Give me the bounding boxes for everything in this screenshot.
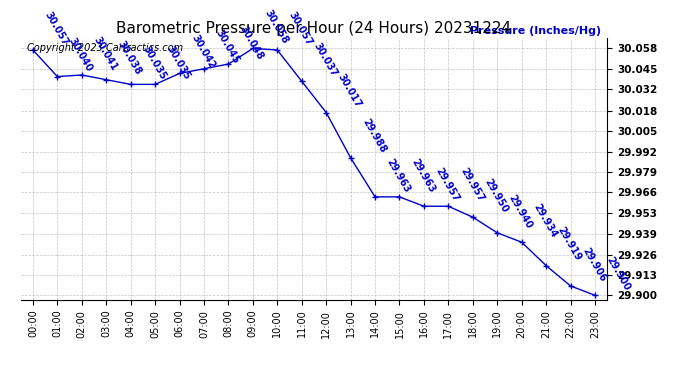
Text: 30.045: 30.045	[214, 28, 241, 66]
Text: 29.906: 29.906	[580, 246, 608, 283]
Text: 30.038: 30.038	[116, 39, 144, 77]
Title: Barometric Pressure per Hour (24 Hours) 20231224: Barometric Pressure per Hour (24 Hours) …	[117, 21, 511, 36]
Text: 30.035: 30.035	[165, 44, 193, 82]
Text: 29.919: 29.919	[556, 225, 583, 263]
Text: 30.041: 30.041	[92, 35, 119, 72]
Text: 29.940: 29.940	[507, 192, 534, 230]
Text: 30.042: 30.042	[189, 33, 217, 70]
Text: 29.963: 29.963	[385, 157, 412, 194]
Text: 29.957: 29.957	[433, 166, 461, 204]
Text: 30.057: 30.057	[43, 10, 70, 47]
Text: 29.988: 29.988	[360, 117, 388, 155]
Text: 29.963: 29.963	[409, 157, 437, 194]
Text: 30.017: 30.017	[336, 72, 364, 110]
Text: 30.040: 30.040	[67, 36, 95, 74]
Text: 30.035: 30.035	[140, 44, 168, 82]
Text: 30.048: 30.048	[238, 24, 266, 61]
Text: 30.057: 30.057	[287, 10, 315, 47]
Text: 30.037: 30.037	[311, 41, 339, 78]
Text: 30.058: 30.058	[263, 8, 290, 46]
Text: 29.934: 29.934	[531, 202, 559, 239]
Text: 29.950: 29.950	[482, 177, 510, 214]
Text: Pressure (Inches/Hg): Pressure (Inches/Hg)	[470, 26, 602, 36]
Text: 29.900: 29.900	[604, 255, 632, 292]
Text: Copyright 2023 Cartractics.com: Copyright 2023 Cartractics.com	[26, 43, 183, 53]
Text: 29.957: 29.957	[458, 166, 486, 204]
